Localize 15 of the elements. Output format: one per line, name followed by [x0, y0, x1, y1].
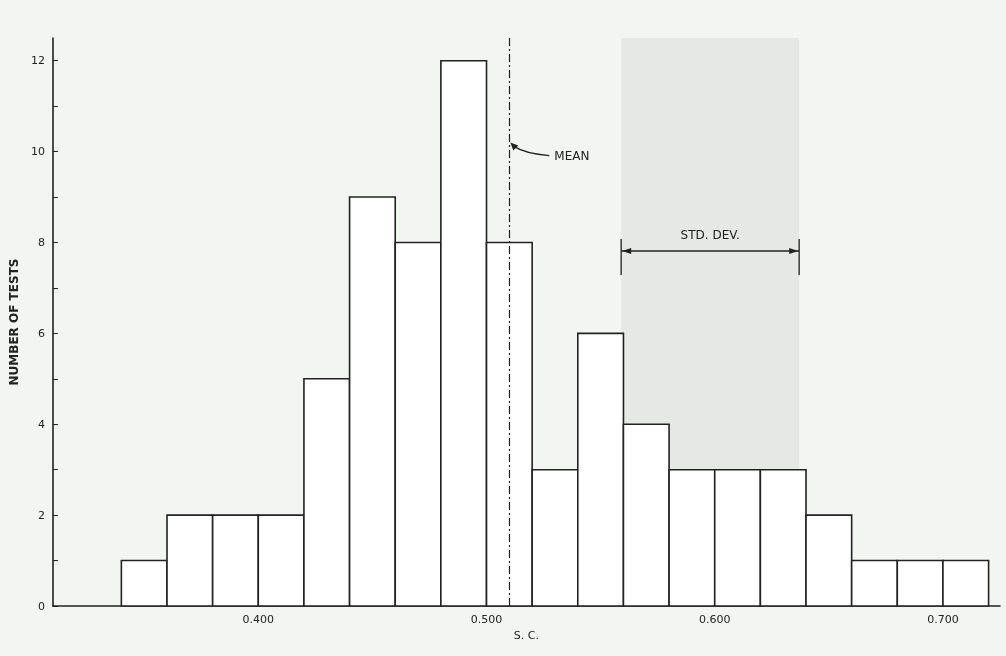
y-tick-label: 10 — [30, 145, 45, 159]
ref-line-label: MEAN — [554, 148, 590, 163]
x-tick-label: 0.500 — [470, 613, 503, 626]
x-axis-title: S. C. — [513, 629, 540, 642]
y-tick-label: 0 — [37, 599, 45, 613]
y-tick-label: 8 — [37, 235, 45, 249]
x-tick-label: 0.600 — [698, 613, 731, 626]
band-label: STD. DEV. — [680, 228, 740, 242]
y-tick-label: 12 — [30, 54, 45, 68]
x-tick-label: 0.400 — [242, 613, 275, 626]
y-axis-title: NUMBER OF TESTS — [7, 258, 21, 386]
y-tick-label: 6 — [37, 326, 45, 340]
x-tick-label: 0.700 — [927, 613, 959, 626]
y-tick-label: 4 — [37, 417, 45, 431]
y-tick-label: 2 — [37, 508, 45, 522]
